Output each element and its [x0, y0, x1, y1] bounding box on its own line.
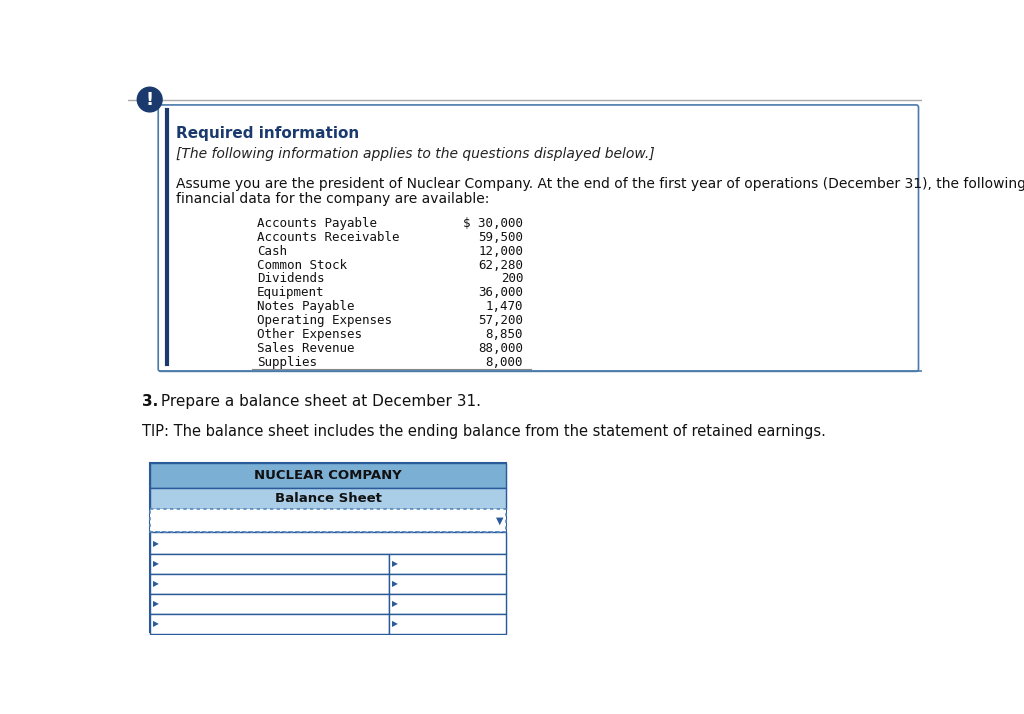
- Bar: [252, 341, 547, 355]
- Bar: [252, 216, 547, 231]
- Text: Other Expenses: Other Expenses: [257, 328, 361, 341]
- Text: [The following information applies to the questions displayed below.]: [The following information applies to th…: [176, 147, 654, 161]
- Bar: [150, 463, 506, 488]
- Text: 1,470: 1,470: [485, 300, 523, 313]
- Bar: [150, 463, 506, 633]
- Text: TIP: The balance sheet includes the ending balance from the statement of retaine: TIP: The balance sheet includes the endi…: [142, 425, 825, 440]
- Bar: [150, 532, 506, 554]
- Bar: [388, 614, 506, 634]
- Text: 3.: 3.: [142, 393, 158, 408]
- Bar: [150, 614, 388, 634]
- Text: Notes Payable: Notes Payable: [257, 300, 354, 313]
- Bar: [252, 244, 547, 258]
- Text: ▶: ▶: [153, 599, 159, 608]
- Text: Accounts Payable: Accounts Payable: [257, 217, 377, 230]
- Bar: [252, 231, 547, 244]
- Bar: [388, 574, 506, 594]
- Bar: [252, 286, 547, 300]
- Bar: [252, 258, 547, 272]
- Bar: [252, 313, 547, 328]
- Text: ▼: ▼: [497, 516, 504, 526]
- Bar: [388, 554, 506, 574]
- Bar: [150, 594, 388, 614]
- Text: $ 30,000: $ 30,000: [463, 217, 523, 230]
- Circle shape: [137, 87, 162, 112]
- Bar: [150, 574, 388, 594]
- Text: !: !: [145, 91, 154, 109]
- Text: ▶: ▶: [153, 620, 159, 628]
- Text: 57,200: 57,200: [478, 314, 523, 327]
- Text: Cash: Cash: [257, 245, 287, 258]
- Bar: [388, 594, 506, 614]
- Text: 200: 200: [501, 273, 523, 286]
- Text: ▶: ▶: [391, 579, 397, 588]
- Text: 59,500: 59,500: [478, 231, 523, 244]
- Text: 62,280: 62,280: [478, 258, 523, 271]
- Bar: [252, 272, 547, 286]
- Text: Sales Revenue: Sales Revenue: [257, 342, 354, 355]
- Text: 8,000: 8,000: [485, 356, 523, 368]
- Text: ▶: ▶: [391, 559, 397, 568]
- Text: Dividends: Dividends: [257, 273, 325, 286]
- Bar: [252, 300, 547, 313]
- Text: Supplies: Supplies: [257, 356, 316, 368]
- Bar: [252, 355, 547, 369]
- Bar: [252, 328, 547, 341]
- Text: Accounts Receivable: Accounts Receivable: [257, 231, 399, 244]
- Text: Operating Expenses: Operating Expenses: [257, 314, 391, 327]
- Text: financial data for the company are available:: financial data for the company are avail…: [176, 192, 489, 206]
- Text: Prepare a balance sheet at December 31.: Prepare a balance sheet at December 31.: [156, 393, 481, 408]
- Bar: [150, 488, 506, 509]
- Text: Balance Sheet: Balance Sheet: [274, 492, 381, 505]
- Bar: [150, 509, 506, 532]
- Text: ▶: ▶: [153, 538, 159, 548]
- Text: Common Stock: Common Stock: [257, 258, 347, 271]
- Text: 8,850: 8,850: [485, 328, 523, 341]
- Text: NUCLEAR COMPANY: NUCLEAR COMPANY: [254, 469, 401, 482]
- Text: 12,000: 12,000: [478, 245, 523, 258]
- Text: ▶: ▶: [391, 599, 397, 608]
- Text: ▶: ▶: [153, 559, 159, 568]
- Text: ▶: ▶: [391, 620, 397, 628]
- FancyBboxPatch shape: [159, 105, 919, 371]
- Text: Required information: Required information: [176, 126, 359, 141]
- Text: Assume you are the president of Nuclear Company. At the end of the first year of: Assume you are the president of Nuclear …: [176, 176, 1024, 191]
- Bar: [150, 554, 388, 574]
- Text: 36,000: 36,000: [478, 286, 523, 299]
- Text: Equipment: Equipment: [257, 286, 325, 299]
- Text: 88,000: 88,000: [478, 342, 523, 355]
- Text: ▶: ▶: [153, 579, 159, 588]
